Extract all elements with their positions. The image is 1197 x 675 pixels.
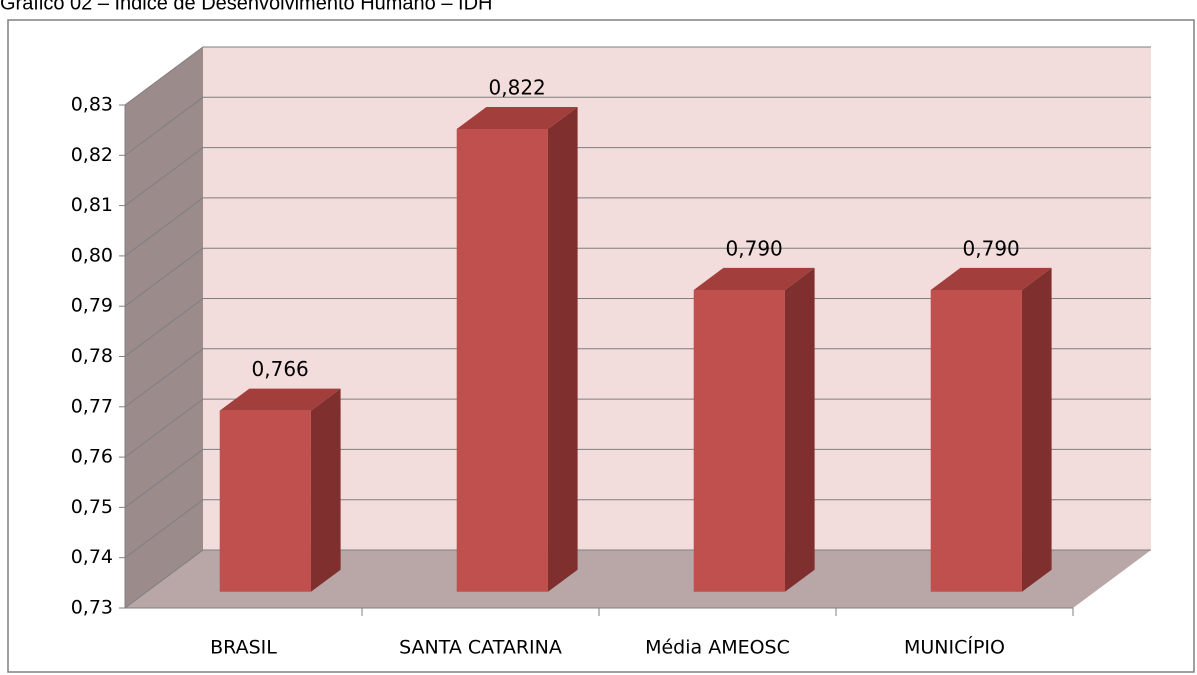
bar	[219, 388, 341, 592]
bar-top	[693, 267, 815, 290]
bar-front	[693, 289, 785, 592]
grid-line	[124, 147, 1151, 207]
value-label: 0,822	[489, 76, 546, 100]
bar-top	[219, 388, 341, 411]
bar	[456, 106, 578, 592]
y-tick-label: 0,77	[71, 395, 113, 417]
grid-line	[124, 298, 1151, 357]
value-label: 0,790	[726, 236, 783, 260]
bar-front	[930, 289, 1022, 592]
chart-title: Gráfico 02 – Índice de Desenvolvimento H…	[0, 0, 492, 14]
grid-line	[124, 499, 1151, 559]
x-tick-label: MUNICÍPIO	[904, 636, 1005, 659]
bar	[693, 267, 815, 592]
grid-line	[124, 96, 1151, 156]
grid-line	[124, 398, 1151, 458]
x-tick-label: SANTA CATARINA	[399, 637, 562, 659]
y-tick-label: 0,81	[71, 194, 113, 216]
y-tick-label: 0,82	[71, 144, 113, 166]
bar	[930, 267, 1052, 592]
bar-side	[310, 388, 341, 592]
bar-top	[930, 267, 1052, 290]
grid-line	[124, 197, 1151, 257]
x-tick-label: Média AMEOSC	[645, 637, 790, 659]
grid-line	[124, 46, 1151, 106]
value-label: 0,766	[252, 357, 309, 381]
grid-line	[124, 247, 1151, 307]
grid-line	[124, 348, 1151, 408]
y-tick-label: 0,80	[71, 244, 113, 266]
value-label: 0,790	[963, 236, 1020, 260]
bar-top	[456, 106, 578, 129]
bar-side	[784, 267, 815, 592]
bar-side	[1021, 267, 1052, 592]
grid-line	[124, 549, 1151, 609]
bar-front	[219, 410, 311, 592]
bar-side	[547, 106, 578, 592]
grid-line	[124, 448, 1151, 508]
y-tick-label: 0,78	[71, 345, 113, 367]
floor	[125, 550, 1151, 608]
bar-front	[456, 129, 548, 592]
y-tick-label: 0,76	[71, 446, 113, 468]
x-tick-label: BRASIL	[210, 637, 277, 659]
y-tick-label: 0,75	[71, 496, 113, 518]
y-tick-label: 0,79	[71, 295, 113, 317]
y-tick-label: 0,83	[71, 94, 113, 116]
y-tick-label: 0,74	[71, 546, 113, 568]
y-tick-label: 0,73	[71, 597, 113, 619]
